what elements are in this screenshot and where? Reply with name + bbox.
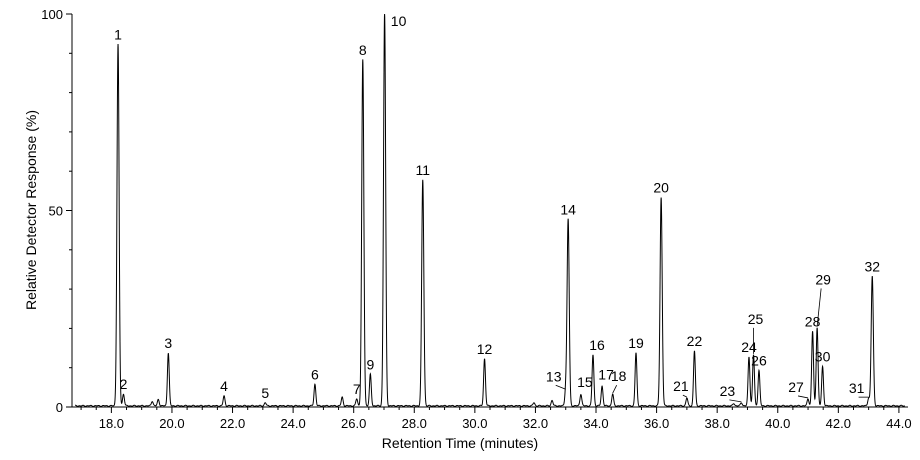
peak-label-1: 1 — [114, 26, 122, 42]
peak-label-20: 20 — [653, 180, 669, 196]
x-tick-label: 22.0 — [220, 416, 245, 431]
x-axis-ticks: 18.0 20.0 22.0 24.0 26.0 28.0 30.0 32.0 34.0 36.0… — [80, 407, 912, 431]
peak-label-15: 15 — [577, 374, 593, 390]
x-tick-label: 18.0 — [99, 416, 124, 431]
peak-label-28: 28 — [805, 313, 821, 329]
x-tick-label: 42.0 — [826, 416, 851, 431]
peak-label-31: 31 — [849, 380, 865, 396]
x-tick-label: 24.0 — [280, 416, 305, 431]
peak-label-18: 18 — [611, 368, 627, 384]
peak-label-19: 19 — [628, 335, 644, 351]
x-tick-label: 30.0 — [462, 416, 487, 431]
peak-label-24: 24 — [741, 339, 757, 355]
peak-label-9: 9 — [366, 357, 374, 373]
peak-label-26: 26 — [751, 353, 767, 369]
x-tick-label: 34.0 — [583, 416, 608, 431]
peak-label-2: 2 — [120, 376, 128, 392]
x-tick-label: 28.0 — [402, 416, 427, 431]
peak-label-13: 13 — [546, 368, 562, 384]
peak-label-11: 11 — [415, 162, 430, 178]
y-axis-ticks: 0 50 100 — [41, 7, 72, 415]
peak-label-4: 4 — [220, 378, 228, 394]
peak-leader-line — [682, 394, 688, 398]
peak-label-7: 7 — [353, 381, 361, 397]
peak-leader-line — [555, 384, 566, 390]
peak-label-17: 17 — [598, 366, 614, 382]
y-tick-label: 50 — [49, 204, 63, 219]
peak-label-25: 25 — [748, 311, 764, 327]
peak-label-27: 27 — [788, 379, 804, 395]
peak-leader-line — [729, 399, 742, 403]
peak-label-14: 14 — [560, 201, 576, 217]
chromatogram-trace — [74, 13, 905, 407]
peak-leader-line — [797, 395, 809, 399]
peak-leader-line — [612, 385, 618, 394]
peak-label-3: 3 — [164, 335, 172, 351]
peak-label-30: 30 — [815, 349, 831, 365]
x-tick-label: 26.0 — [341, 416, 366, 431]
y-tick-label: 0 — [56, 400, 63, 415]
peak-label-29: 29 — [815, 271, 831, 287]
x-axis-label: Retention Time (minutes) — [382, 435, 538, 451]
x-tick-label: 38.0 — [705, 416, 730, 431]
x-tick-label: 36.0 — [644, 416, 669, 431]
x-tick-label: 32.0 — [523, 416, 548, 431]
peak-label-23: 23 — [720, 383, 736, 399]
y-axis-label: Relative Detector Response (%) — [23, 110, 39, 310]
peak-label-5: 5 — [261, 385, 269, 401]
peak-label-6: 6 — [311, 366, 319, 382]
y-tick-label: 100 — [41, 7, 63, 22]
peak-leader-line — [816, 288, 822, 327]
peak-label-32: 32 — [864, 258, 880, 274]
x-tick-label: 40.0 — [765, 416, 790, 431]
x-tick-label: 44.0 — [886, 416, 911, 431]
x-tick-label: 20.0 — [159, 416, 184, 431]
peak-label-21: 21 — [673, 378, 689, 394]
peak-label-22: 22 — [687, 333, 703, 349]
peak-label-16: 16 — [589, 337, 605, 353]
peak-label-8: 8 — [359, 42, 367, 58]
peak-label-10: 10 — [391, 13, 407, 29]
peak-label-12: 12 — [477, 341, 493, 357]
